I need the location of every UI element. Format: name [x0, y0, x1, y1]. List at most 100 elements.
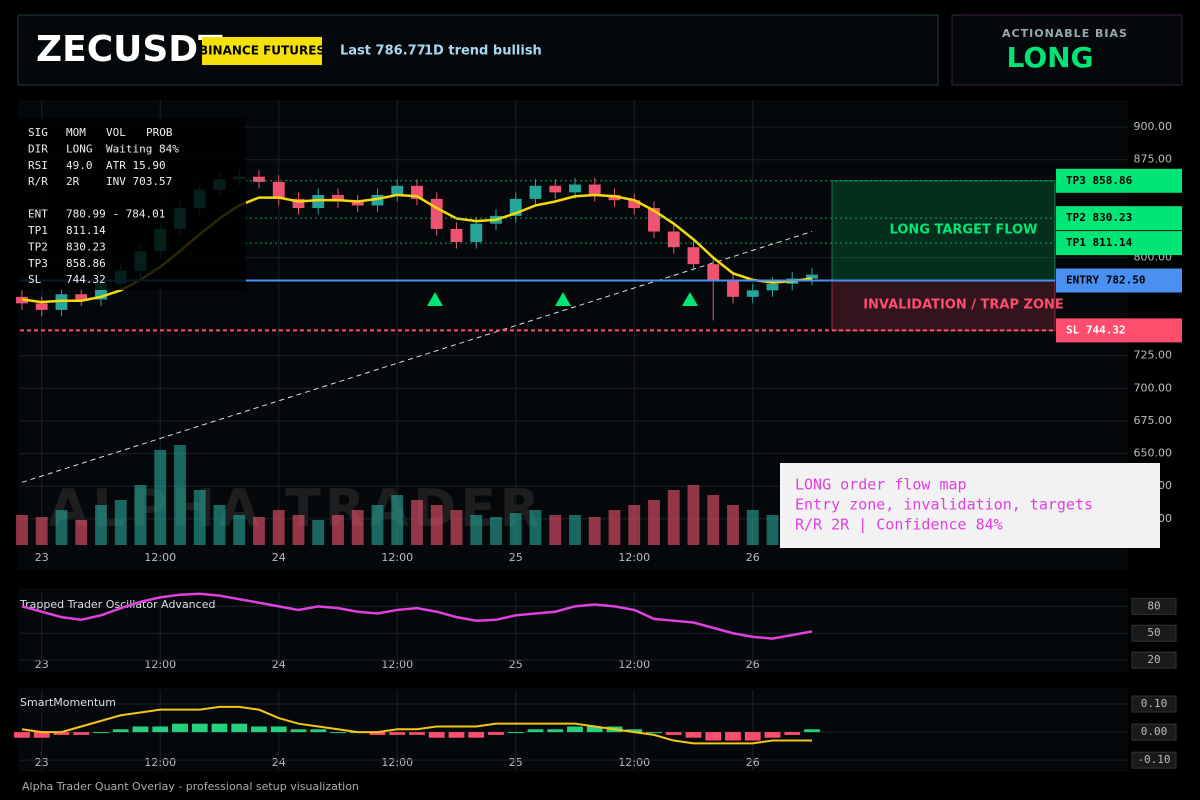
x-tick-label: 12:00 — [381, 756, 413, 769]
info-cell: TP2 — [28, 240, 48, 253]
momentum-line — [21, 705, 812, 745]
x-tick-label: 23 — [35, 756, 49, 769]
volume-bar — [430, 505, 443, 545]
info-cell: TP3 — [28, 257, 48, 270]
momentum-bar — [270, 726, 287, 733]
y-tick-box — [1131, 723, 1177, 741]
signal-marker — [682, 292, 698, 306]
level-box — [1056, 168, 1182, 193]
volume-bar — [35, 517, 48, 545]
volume-bar — [95, 505, 107, 545]
momentum-bar — [488, 732, 504, 735]
y-tick-label: -0.10 — [1137, 753, 1170, 766]
info-cell: ENT — [28, 208, 48, 221]
level-label: TP1 811.14 — [1066, 236, 1133, 249]
volume-bar — [174, 445, 186, 545]
volume-bar — [253, 517, 265, 545]
x-tick-label: 24 — [272, 756, 286, 769]
volume-bar — [608, 510, 621, 545]
momentum-bar — [784, 732, 801, 735]
volume-bar — [213, 505, 226, 545]
info-cell: 49.0 — [66, 159, 93, 172]
candle-body — [351, 201, 364, 206]
volume-bar — [628, 505, 641, 545]
x-tick-label: 24 — [272, 658, 286, 671]
volume-bar — [351, 510, 364, 545]
level-box — [1056, 206, 1182, 231]
y-tick-label: 80 — [1147, 599, 1160, 612]
x-tick-label: 12:00 — [381, 658, 413, 671]
y-tick-label: 20 — [1147, 653, 1160, 666]
momentum-bar — [290, 729, 307, 733]
candle-body — [727, 281, 739, 297]
y-tick-label: 725.00 — [1134, 349, 1173, 362]
bias-panel — [951, 14, 1183, 86]
bias-label: ACTIONABLE BIAS — [1002, 27, 1128, 40]
volume-bar — [529, 510, 542, 545]
volume-bar — [391, 495, 404, 545]
candle-body — [292, 198, 305, 209]
info-cell: DIR — [28, 142, 48, 155]
candle-body — [608, 194, 621, 201]
zone — [831, 280, 1056, 331]
momentum-bar — [251, 726, 267, 733]
volume-bar — [727, 505, 739, 545]
volume-bar — [411, 500, 423, 545]
exchange-badge — [202, 37, 322, 65]
volume-bar — [746, 510, 759, 545]
candle-body — [509, 198, 522, 216]
momentum-bar — [448, 732, 465, 738]
volume-bar — [707, 495, 720, 545]
momentum-chart: 23 12:00 24 12:00 25 12:00 26 0.10 0.00 -0.10 Smar… — [14, 690, 1177, 770]
momentum-bar — [231, 723, 248, 733]
info-cell: 2R — [66, 175, 80, 188]
info-cell: Waiting 84% — [106, 142, 179, 155]
volume-bar — [667, 490, 680, 545]
x-tick-label: 25 — [509, 756, 523, 769]
oscillator-panel — [18, 588, 1128, 672]
x-tick-label: 25 — [509, 551, 523, 564]
info-cell: RSI — [28, 159, 48, 172]
volume-bar — [648, 500, 660, 545]
info-cell: 858.86 — [66, 257, 106, 270]
info-cell: SIG — [28, 126, 48, 139]
level-label: SL 744.32 — [1066, 323, 1126, 336]
momentum-bar — [132, 726, 149, 733]
y-tick-label: 875.00 — [1134, 153, 1173, 166]
volume-bar — [292, 515, 305, 545]
volume-bar — [312, 520, 325, 545]
info-cell: 744.32 — [66, 273, 106, 286]
y-tick-label: 50 — [1147, 626, 1160, 639]
candle-body — [332, 194, 344, 202]
candle-body — [687, 247, 700, 265]
momentum-bar — [646, 732, 662, 734]
candle-body — [470, 223, 483, 242]
exchange: BINANCE FUTURES — [199, 44, 325, 58]
footer: Alpha Trader Quant Overlay - professiona… — [22, 780, 359, 793]
candle-body — [35, 303, 48, 310]
info-rows: SIG MOM VOL PROB DIR LONG Waiting 84% RSI 49.0 AT… — [28, 126, 179, 286]
candle-body — [253, 176, 265, 182]
momentum-bar — [369, 732, 386, 735]
level-box — [1056, 268, 1182, 293]
x-tick-label: 12:00 — [381, 551, 413, 564]
momentum-bar — [626, 729, 643, 733]
candle-body — [588, 184, 601, 195]
candle-body — [529, 185, 542, 199]
candle-body — [746, 290, 759, 297]
momentum-bar — [428, 732, 445, 738]
momentum-bar — [567, 726, 583, 733]
annotation-line: Entry zone, invalidation, targets — [795, 496, 1093, 514]
momentum-bar — [310, 729, 327, 733]
candle-body — [55, 294, 68, 310]
candle-body — [75, 294, 88, 300]
level-box — [1056, 318, 1182, 343]
volume-bar — [134, 485, 147, 545]
candle-body — [549, 185, 562, 193]
level-box — [1056, 231, 1182, 256]
volume-bar — [55, 510, 68, 545]
candle-body — [430, 198, 443, 229]
info-cell: R/R — [28, 175, 48, 188]
x-tick-label: 26 — [746, 551, 760, 564]
